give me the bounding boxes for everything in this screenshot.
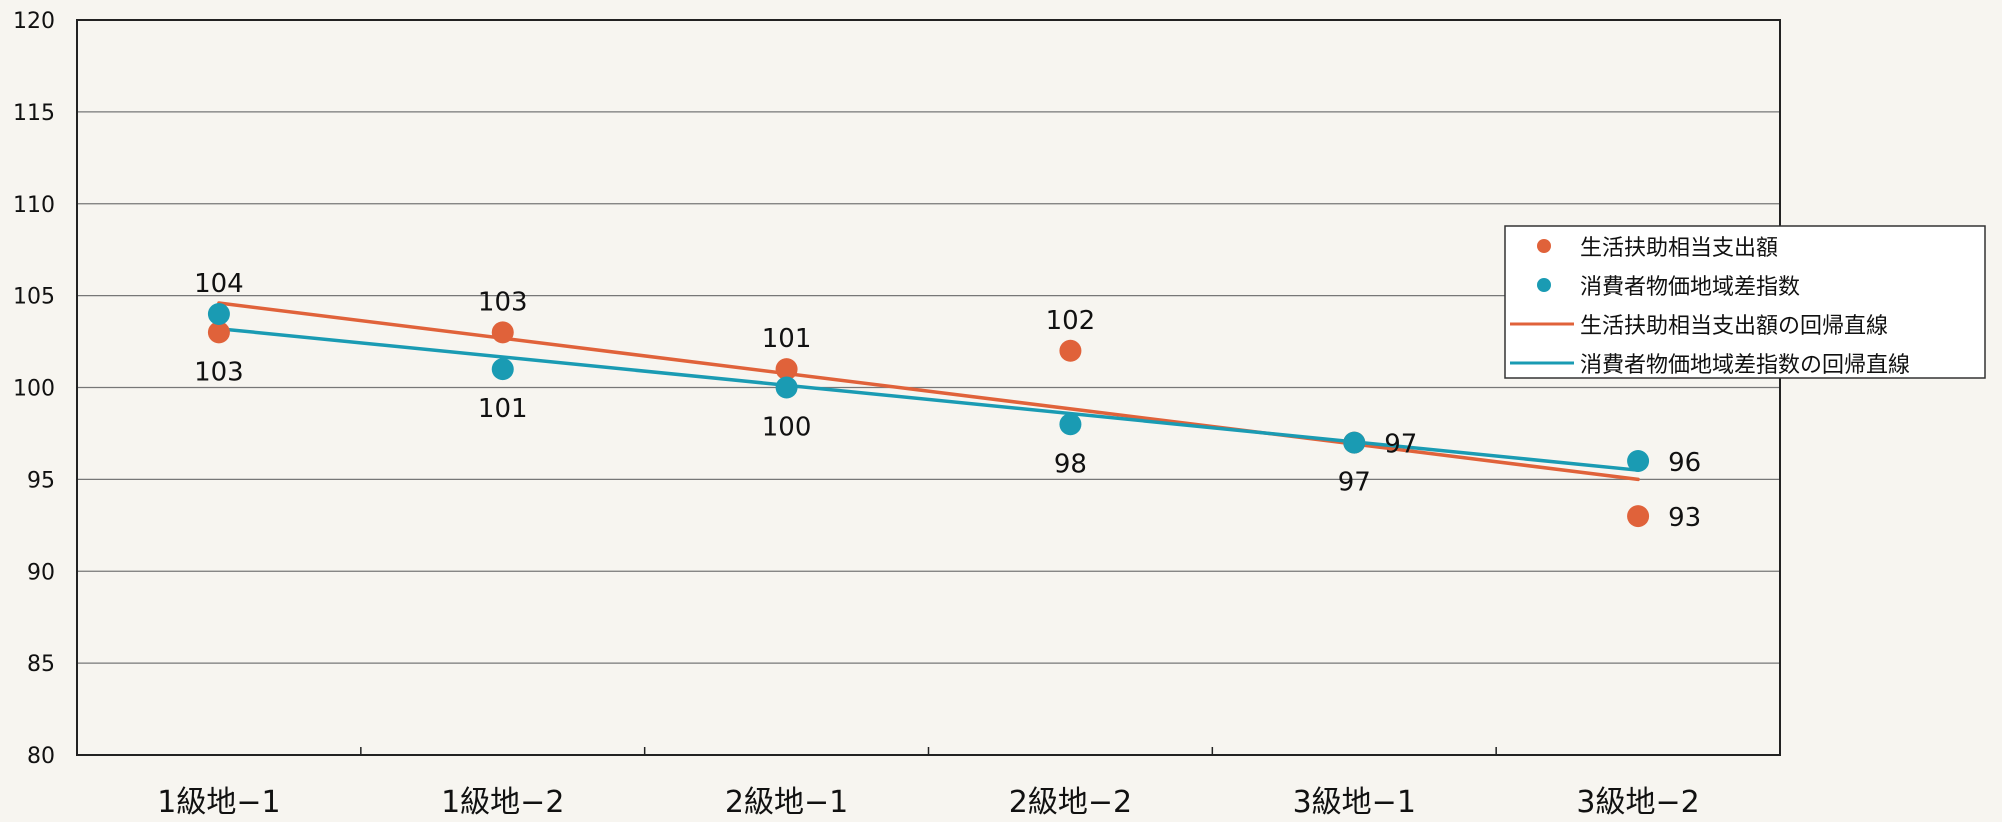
legend: 生活扶助相当支出額 消費者物価地域差指数 生活扶助相当支出額の回帰直線 消費者物… (1504, 225, 1986, 379)
y-tick-label: 120 (13, 9, 55, 34)
data-label: 104 (194, 269, 244, 299)
legend-label-cpi-regression: 消費者物価地域差指数の回帰直線 (1580, 353, 1910, 378)
legend-marker-expenditure (1537, 239, 1551, 253)
data-label: 96 (1668, 448, 1701, 478)
y-tick-label: 85 (27, 652, 55, 677)
y-tick-label: 115 (13, 101, 55, 126)
gridlines (77, 111, 1780, 664)
data-label: 103 (194, 357, 244, 387)
legend-label-cpi: 消費者物価地域差指数 (1580, 275, 1800, 300)
data-point (207, 321, 230, 344)
data-point (1059, 339, 1082, 362)
y-tick-label: 80 (27, 744, 55, 769)
x-tick-label: 1級地−2 (441, 785, 564, 818)
data-labels: 103 103 101 102 97 93 104 101 100 98 97 96 (194, 269, 1701, 533)
x-tick-label: 1級地−1 (157, 785, 280, 818)
legend-label-expenditure: 生活扶助相当支出額 (1580, 236, 1778, 261)
data-label: 101 (762, 324, 812, 354)
data-label: 100 (762, 413, 812, 443)
data-label: 98 (1054, 449, 1087, 479)
data-label: 93 (1668, 503, 1701, 533)
data-label: 97 (1338, 468, 1371, 498)
regression-lines (217, 301, 1640, 482)
data-point (207, 303, 230, 325)
data-point (1343, 431, 1366, 454)
regression-line-1 (217, 326, 1640, 472)
data-point (775, 358, 798, 381)
y-tick-label: 100 (13, 377, 55, 402)
data-point (1627, 450, 1650, 472)
data-point (775, 376, 798, 399)
y-tick-label: 110 (13, 193, 55, 218)
data-points (207, 303, 1650, 528)
x-tick-label: 3級地−1 (1293, 785, 1416, 818)
regression-line-0 (217, 301, 1640, 482)
legend-label-expenditure-regression: 生活扶助相当支出額の回帰直線 (1580, 314, 1888, 339)
y-tick-label: 95 (27, 468, 55, 493)
y-tick-label: 90 (27, 560, 55, 585)
data-label: 101 (478, 394, 528, 424)
x-tick-label: 2級地−2 (1009, 785, 1132, 818)
data-label: 97 (1384, 430, 1417, 460)
data-point (491, 321, 514, 344)
data-point (1059, 413, 1082, 436)
axes: 80 85 90 95 100 105 110 115 120 1級地−1 1級地−2 2級地−1 2級… (13, 9, 1700, 820)
x-tick-label: 3級地−2 (1576, 785, 1699, 818)
legend-box (1504, 225, 1986, 379)
data-point (1627, 505, 1650, 528)
x-tick-label: 2級地−1 (725, 785, 848, 818)
y-tick-label: 105 (13, 285, 55, 310)
data-label: 102 (1046, 306, 1096, 336)
data-label: 103 (478, 287, 528, 317)
data-point (491, 358, 514, 381)
legend-marker-cpi (1537, 278, 1551, 292)
